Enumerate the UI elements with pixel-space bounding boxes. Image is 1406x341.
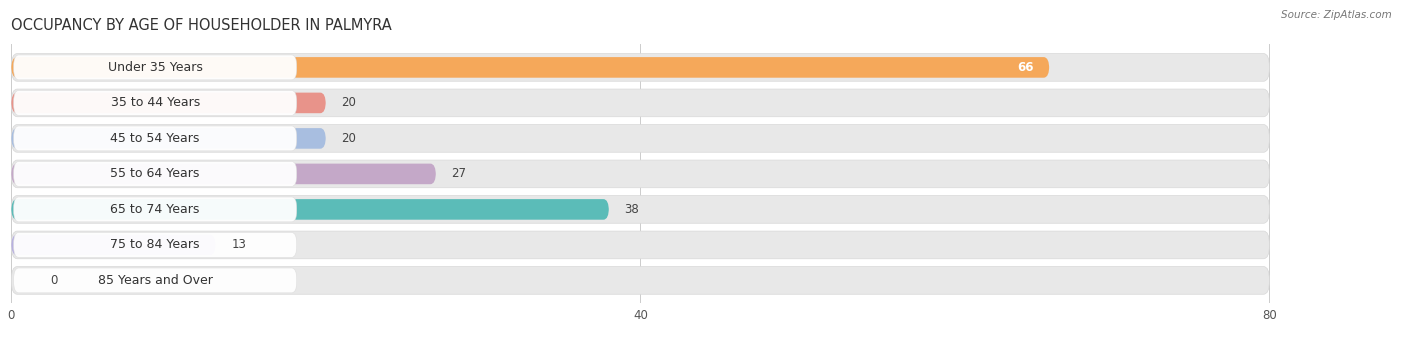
FancyBboxPatch shape	[11, 267, 1270, 294]
Text: 75 to 84 Years: 75 to 84 Years	[111, 238, 200, 251]
FancyBboxPatch shape	[11, 160, 1270, 188]
Text: 20: 20	[342, 97, 356, 109]
FancyBboxPatch shape	[14, 197, 297, 222]
Text: 20: 20	[342, 132, 356, 145]
Text: 65 to 74 Years: 65 to 74 Years	[111, 203, 200, 216]
FancyBboxPatch shape	[11, 235, 215, 255]
Text: OCCUPANCY BY AGE OF HOUSEHOLDER IN PALMYRA: OCCUPANCY BY AGE OF HOUSEHOLDER IN PALMY…	[11, 18, 392, 33]
FancyBboxPatch shape	[14, 162, 297, 186]
FancyBboxPatch shape	[11, 89, 1270, 117]
Text: 85 Years and Over: 85 Years and Over	[98, 274, 212, 287]
FancyBboxPatch shape	[11, 124, 1270, 152]
Text: Under 35 Years: Under 35 Years	[108, 61, 202, 74]
FancyBboxPatch shape	[14, 126, 297, 151]
FancyBboxPatch shape	[14, 90, 297, 115]
Text: 55 to 64 Years: 55 to 64 Years	[111, 167, 200, 180]
FancyBboxPatch shape	[14, 233, 297, 257]
Text: 45 to 54 Years: 45 to 54 Years	[111, 132, 200, 145]
FancyBboxPatch shape	[11, 128, 326, 149]
Text: 35 to 44 Years: 35 to 44 Years	[111, 97, 200, 109]
FancyBboxPatch shape	[14, 55, 297, 80]
FancyBboxPatch shape	[14, 268, 297, 293]
FancyBboxPatch shape	[11, 54, 1270, 81]
Text: 0: 0	[51, 274, 58, 287]
FancyBboxPatch shape	[11, 231, 1270, 259]
FancyBboxPatch shape	[11, 199, 609, 220]
FancyBboxPatch shape	[11, 93, 326, 113]
Text: 27: 27	[451, 167, 467, 180]
FancyBboxPatch shape	[11, 164, 436, 184]
Text: 38: 38	[624, 203, 640, 216]
Text: Source: ZipAtlas.com: Source: ZipAtlas.com	[1281, 10, 1392, 20]
FancyBboxPatch shape	[11, 196, 1270, 223]
Text: 66: 66	[1017, 61, 1033, 74]
FancyBboxPatch shape	[11, 57, 1049, 78]
Text: 13: 13	[232, 238, 246, 251]
